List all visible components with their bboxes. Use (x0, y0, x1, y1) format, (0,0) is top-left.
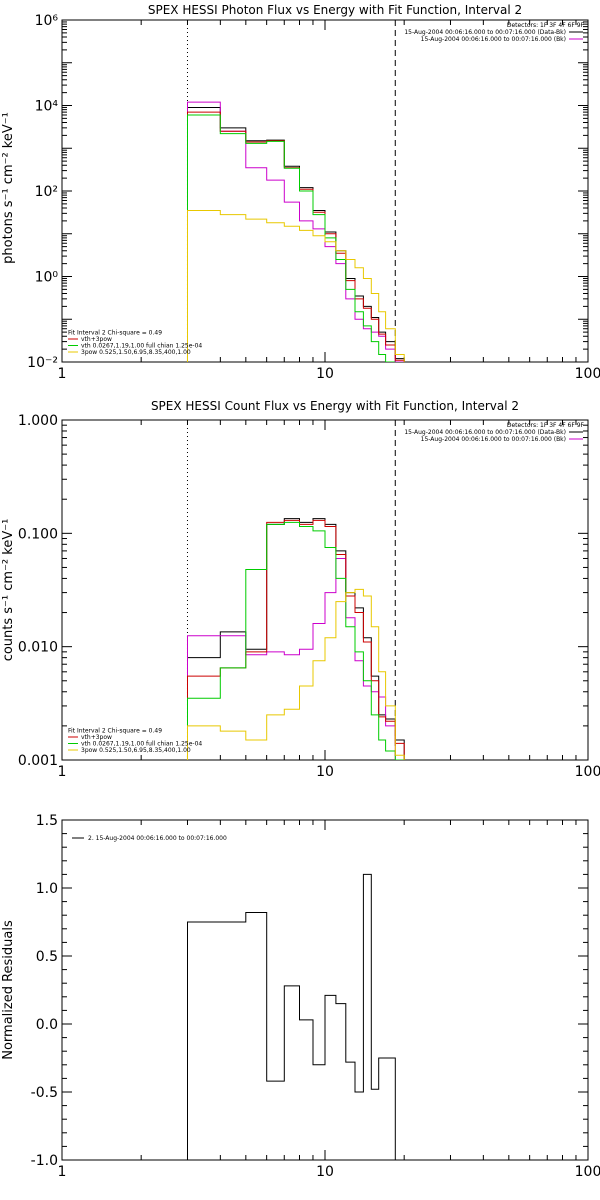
y-tick-label: 10⁰ (35, 270, 59, 286)
legend-entry: 15-Aug-2004 00:06:16.000 to 00:07:16.000… (421, 36, 566, 43)
residuals-panel: Normalized Residuals 1 10 100 -1.0 -0.5 0.0 0.… (1, 813, 600, 1180)
legend-entry: 15-Aug-2004 00:06:16.000 to 00:07:16.000… (421, 436, 566, 443)
fit-legend-entry: 3pow 0.525,1.50,6.95,8.35,400,1.00 (81, 349, 191, 356)
photon-flux-ylabel: photons s⁻¹ cm⁻² keV⁻¹ (1, 112, 16, 264)
fit-legend-entry: vth 0.0267,1.19,1.00 full chian 1.25e-04 (81, 343, 202, 350)
y-tick-label: 10⁶ (35, 13, 59, 29)
y-tick-label: 1.5 (36, 813, 58, 829)
fit-legend-entry: vth+3pow (81, 336, 112, 343)
x-tick-label: 10 (316, 1164, 334, 1180)
fit-legend-entry: vth+3pow (81, 734, 112, 741)
y-tick-label: 0.0 (36, 1017, 58, 1033)
legend-header: Detectors: 1F 3F 4F 6F 9F (507, 422, 585, 429)
x-tick-label: 1 (58, 366, 67, 382)
count-flux-ylabel: counts s⁻¹ cm⁻² keV⁻¹ (1, 519, 16, 662)
plot-frame (61, 19, 589, 363)
y-tick-label: 0.010 (18, 640, 58, 656)
residuals-ylabel: Normalized Residuals (1, 920, 16, 1060)
series-vth-3pow (187, 519, 405, 760)
y-tick-label: 10⁴ (35, 99, 59, 115)
series-vth (187, 521, 405, 760)
legend-entry: 15-Aug-2004 00:06:16.000 to 00:07:16.000… (404, 429, 566, 436)
series-3pow (187, 210, 405, 362)
y-tick-label: -0.5 (31, 1085, 58, 1101)
x-tick-label: 100 (575, 1164, 600, 1180)
x-tick-label: 10 (316, 366, 334, 382)
series-bk (187, 101, 405, 362)
plot-frame (61, 419, 589, 761)
y-tick-label: 1.0 (36, 881, 58, 897)
x-tick-label: 1 (58, 1164, 67, 1180)
legend-entry: 2. 15-Aug-2004 00:06:16.000 to 00:07:16.… (88, 835, 227, 842)
series-data-bk (187, 518, 405, 760)
x-tick-label: 100 (575, 366, 600, 382)
plot-frame (61, 819, 589, 1161)
photon-flux-title: SPEX HESSI Photon Flux vs Energy with Fi… (148, 3, 522, 17)
photon-flux-panel: SPEX HESSI Photon Flux vs Energy with Fi… (1, 3, 600, 382)
count-flux-title: SPEX HESSI Count Flux vs Energy with Fit… (151, 399, 519, 413)
x-tick-label: 100 (575, 764, 600, 780)
series-data-bk (187, 107, 405, 362)
legend-entry: 15-Aug-2004 00:06:16.000 to 00:07:16.000… (404, 29, 566, 36)
x-tick-label: 1 (58, 764, 67, 780)
fit-legend-entry: vth 0.0267,1.19,1.00 full chian 1.25e-04 (81, 741, 202, 748)
fit-legend-header: Fit Interval 2 Chi-square = 0.49 (68, 330, 162, 337)
series-residuals (187, 873, 396, 1160)
y-tick-label: 0.001 (18, 753, 58, 769)
y-tick-label: 10⁻² (27, 355, 58, 371)
series-vth-3pow (187, 111, 405, 362)
y-tick-label: -1.0 (31, 1153, 58, 1169)
x-tick-label: 10 (316, 764, 334, 780)
series-vth (187, 114, 396, 362)
legend-header: Detectors: 1F 3F 4F 6F 9F (507, 22, 585, 29)
count-flux-panel: SPEX HESSI Count Flux vs Energy with Fit… (1, 399, 600, 780)
y-tick-label: 0.5 (36, 949, 58, 965)
series-3pow (187, 588, 405, 760)
fit-legend-header: Fit Interval 2 Chi-square = 0.49 (68, 728, 162, 735)
y-tick-label: 1.000 (18, 413, 58, 429)
fit-legend-entry: 3pow 0.525,1.50,6.95,8.35,400,1.00 (81, 747, 191, 754)
y-tick-label: 0.100 (18, 526, 58, 542)
y-tick-label: 10² (35, 184, 58, 200)
